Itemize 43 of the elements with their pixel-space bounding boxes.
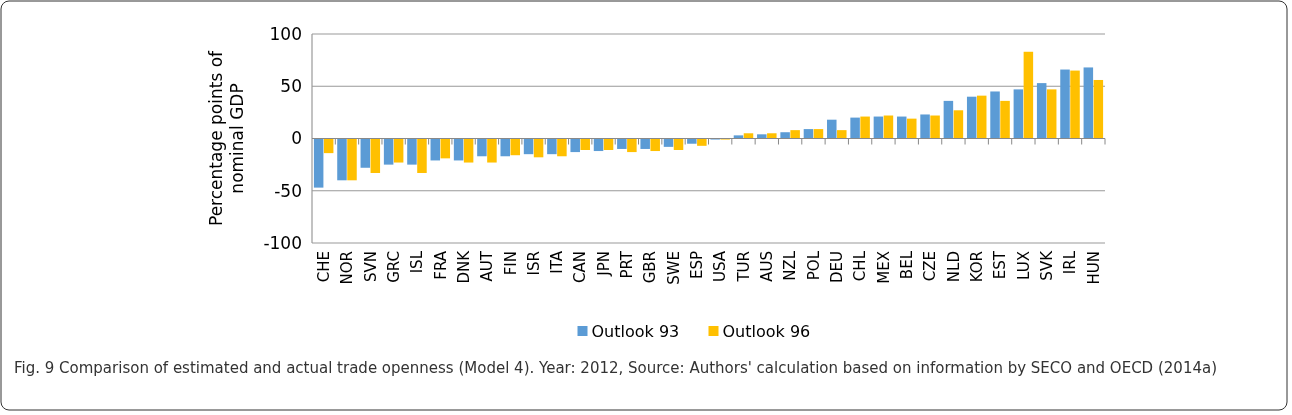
x-tick-label: NOR <box>338 251 357 285</box>
x-tick-label: AUS <box>758 251 777 282</box>
x-tick-label: ISR <box>524 251 543 276</box>
y-tick-label: 50 <box>280 76 302 97</box>
y-tick-label: 0 <box>291 128 302 149</box>
x-tick-label: MEX <box>874 251 893 284</box>
x-tick-label: ESP <box>688 251 707 280</box>
x-tick-label: HUN <box>1084 251 1103 285</box>
legend-label: Outlook 93 <box>591 321 680 341</box>
x-tick-label: TUR <box>734 251 753 283</box>
x-tick-label: KOR <box>967 251 986 283</box>
x-tick-label: ISL <box>408 250 427 274</box>
y-tick-label: 100 <box>269 23 302 44</box>
x-tick-label: FIN <box>501 251 520 276</box>
x-tick-label: CHL <box>851 250 870 282</box>
x-tick-label: EST <box>991 250 1010 280</box>
x-tick-label: IRL <box>1061 250 1080 275</box>
legend-label: Outlook 96 <box>722 321 811 341</box>
caption: Fig. 9 Comparison of estimated and actual trade openness (Model 4). Year: 2012, Source: Authors' calculation based on information by SECO and OECD (2014a) <box>14 359 1218 377</box>
x-tick-label: LUX <box>1014 251 1033 280</box>
x-tick-label: DNK <box>454 249 473 284</box>
x-tick-label: NLD <box>944 251 963 283</box>
x-tick-label: DEU <box>828 251 847 284</box>
y-axis-title: Percentage points of nominal GDP <box>206 49 247 227</box>
x-tick-label: NZL <box>781 250 800 281</box>
y-tick-label: -50 <box>274 180 302 201</box>
x-tick-label: PRT <box>618 250 637 279</box>
x-tick-label: CAN <box>571 251 590 283</box>
x-tick-label: FRA <box>431 250 450 280</box>
x-tick-label: ITA <box>548 250 567 274</box>
x-tick-label: SWE <box>664 251 683 285</box>
x-tick-label: SVN <box>361 251 380 283</box>
x-tick-label: CHE <box>314 251 333 283</box>
x-tick-label: USA <box>711 250 730 283</box>
x-tick-label: GBR <box>641 251 660 284</box>
x-tick-label: GRC <box>384 251 403 283</box>
y-tick-label: -100 <box>263 232 302 253</box>
x-tick-label: SVK <box>1037 249 1056 281</box>
x-tick-label: AUT <box>478 250 497 282</box>
x-tick-label: BEL <box>898 250 916 280</box>
x-tick-label: JPN <box>594 251 613 277</box>
x-tick-label: POL <box>804 250 823 281</box>
x-tick-label: CZE <box>921 251 940 282</box>
